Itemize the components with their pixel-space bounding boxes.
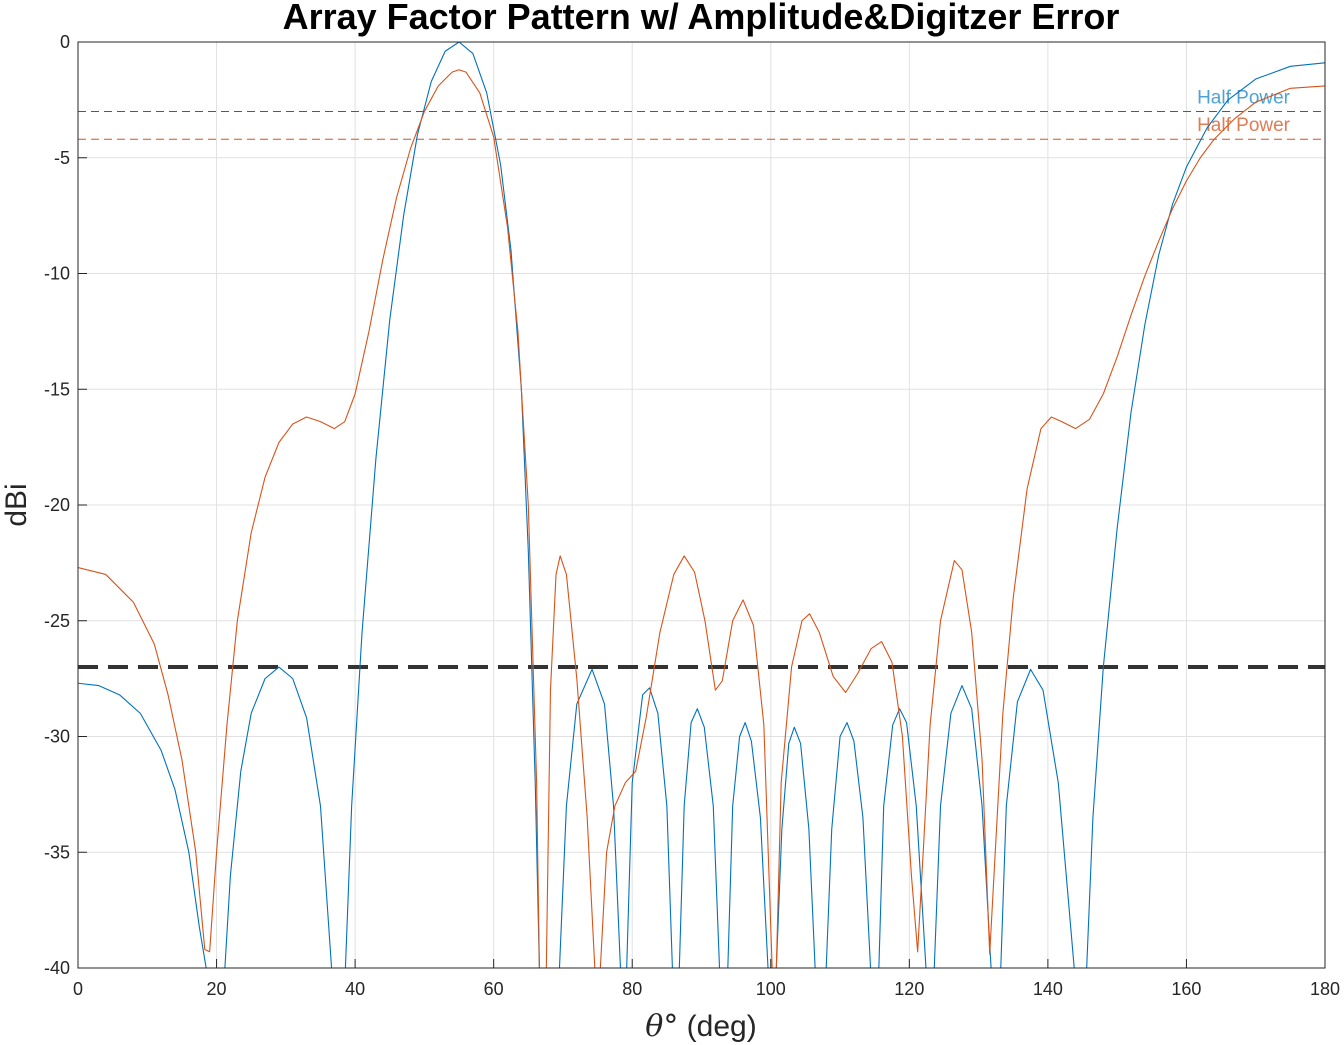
y-tick-label: -20 [44, 495, 70, 515]
y-tick-label: -30 [44, 727, 70, 747]
x-tick-label: 80 [622, 979, 642, 999]
x-tick-label: 0 [73, 979, 83, 999]
y-axis-ticks: 0 -5 -10 -15 -20 -25 -30 -35 -40 [44, 32, 87, 978]
reference-lines: Half Power Half Power [78, 87, 1325, 670]
chart-title: Array Factor Pattern w/ Amplitude&Digitz… [283, 0, 1120, 37]
x-tick-label: 140 [1033, 979, 1063, 999]
x-axis-label-symbol: θ° [645, 1009, 678, 1044]
x-axis-ticks: 0 20 40 60 80 100 120 140 160 180 [73, 959, 1340, 999]
y-tick-label: -40 [44, 958, 70, 978]
series-line-blue [78, 42, 1325, 968]
y-tick-label: 0 [60, 32, 70, 52]
y-tick-label: -25 [44, 611, 70, 631]
y-axis-label: dBi [0, 483, 33, 526]
series-line-orange [78, 69, 1325, 968]
half-power-label: Half Power [1197, 87, 1291, 108]
x-tick-label: 40 [345, 979, 365, 999]
y-tick-label: -10 [44, 264, 70, 284]
x-axis-label-unit: (deg) [678, 1010, 756, 1043]
x-axis-label: θ° (deg) [645, 1009, 756, 1044]
x-tick-label: 60 [484, 979, 504, 999]
y-tick-label: -15 [44, 379, 70, 399]
x-tick-label: 180 [1310, 979, 1340, 999]
x-tick-label: 100 [756, 979, 786, 999]
data-series [78, 42, 1325, 968]
y-tick-label: -35 [44, 842, 70, 862]
x-tick-label: 20 [207, 979, 227, 999]
x-tick-label: 160 [1171, 979, 1201, 999]
half-power-label: Half Power [1197, 115, 1291, 136]
y-tick-label: -5 [54, 148, 70, 168]
x-tick-label: 120 [894, 979, 924, 999]
